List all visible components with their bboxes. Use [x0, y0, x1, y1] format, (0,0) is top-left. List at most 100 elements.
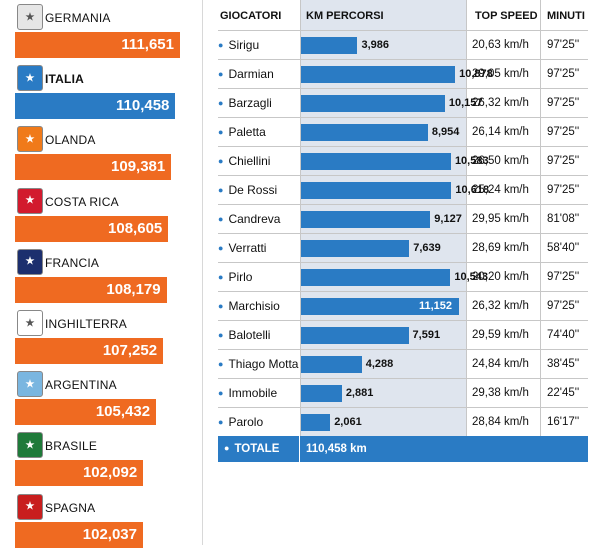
table-row: ● Darmian 10,878 29,05 km/h 97'25'': [218, 60, 588, 89]
table-row: ● Thiago Motta 4,288 24,84 km/h 38'45'': [218, 350, 588, 379]
top-speed-cell: 29,59 km/h: [472, 329, 529, 341]
minutes-cell: 97'25'': [547, 126, 580, 138]
header-minutes: MINUTI: [547, 10, 585, 22]
column-divider: [540, 0, 541, 436]
table-row: ● Marchisio 11,152 26,32 km/h 97'25'': [218, 292, 588, 321]
total-row: ● TOTALE 110,458 km: [218, 436, 588, 462]
player-name-text: Candreva: [228, 212, 281, 226]
km-bar: [301, 298, 459, 315]
km-value-label: 4,288: [365, 358, 394, 370]
team-entry: ★ OLANDA 109,381: [15, 124, 195, 182]
player-name-text: Balotelli: [228, 328, 271, 342]
top-speed-cell: 20,63 km/h: [472, 39, 529, 51]
row-divider: [218, 262, 588, 263]
row-divider: [218, 59, 588, 60]
top-speed-cell: 24,84 km/h: [472, 358, 529, 370]
bullet-icon: ●: [218, 330, 224, 340]
table-row: ● Barzagli 10,157 26,32 km/h 97'25'': [218, 89, 588, 118]
row-divider: [218, 204, 588, 205]
minutes-cell: 97'25'': [547, 155, 580, 167]
team-km-bar: 110,458: [15, 93, 176, 120]
team-name: FRANCIA: [45, 255, 100, 270]
km-value-label: 9,127: [434, 213, 462, 225]
km-value-label: 10,878: [459, 68, 493, 80]
team-name: OLANDA: [45, 133, 96, 148]
team-name: INGHILTERRA: [45, 317, 127, 331]
bullet-icon: ●: [218, 185, 224, 195]
minutes-cell: 97'25'': [547, 68, 580, 80]
km-value-label: 7,591: [412, 329, 441, 341]
table-row: ● Parolo 2,061 28,84 km/h 16'17'': [218, 408, 588, 437]
table-row: ● Pirlo 10,543 20,20 km/h 97'25'': [218, 263, 588, 292]
km-value-label: 11,152: [419, 300, 453, 312]
italy-crest-icon: ★: [17, 65, 43, 92]
row-divider: [218, 349, 588, 350]
table-row: ● Chiellini 10,583 26,50 km/h 97'25'': [218, 147, 588, 176]
top-speed-cell: 28,84 km/h: [472, 416, 529, 428]
km-bar: [301, 327, 409, 344]
team-km-bar: 109,381: [15, 154, 172, 181]
costa-rica-crest-icon: ★: [17, 187, 43, 214]
player-name: ● De Rossi: [218, 176, 277, 205]
player-name: ● Darmian: [218, 60, 274, 89]
player-name: ● Marchisio: [218, 292, 280, 321]
table-row: ● Sirigu 3,986 20,63 km/h 97'25'': [218, 31, 588, 60]
row-divider: [218, 88, 588, 89]
player-name-text: Chiellini: [228, 154, 271, 168]
bullet-icon: ●: [218, 243, 224, 253]
player-name: ● Parolo: [218, 408, 263, 437]
team-name: BRASILE: [45, 439, 98, 454]
top-speed-cell: 26,32 km/h: [472, 300, 529, 312]
player-name-text: Pirlo: [228, 270, 253, 284]
player-name: ● Sirigu: [218, 31, 259, 60]
player-name: ● Immobile: [218, 379, 277, 408]
player-name: ● Chiellini: [218, 147, 270, 176]
table-row: ● Verratti 7,639 28,69 km/h 58'40'': [218, 234, 588, 263]
argentina-crest-icon: ★: [17, 371, 43, 398]
player-name-text: De Rossi: [228, 183, 278, 197]
row-divider: [218, 378, 588, 379]
brazil-crest-icon: ★: [17, 432, 43, 459]
km-bar: [301, 385, 342, 402]
minutes-cell: 22'45'': [547, 387, 580, 399]
minutes-cell: 97'25'': [547, 97, 580, 109]
row-divider: [218, 30, 588, 31]
team-entry: ★ GERMANIA 111,651: [15, 2, 195, 60]
km-bar: [301, 414, 331, 431]
km-value-label: 8,954: [431, 126, 460, 138]
total-value: 110,458 km: [306, 443, 367, 455]
total-label: ● TOTALE: [224, 443, 280, 455]
team-km-bar: 108,605: [15, 215, 169, 242]
table-row: ● Candreva 9,127 29,95 km/h 81'08'': [218, 205, 588, 234]
bullet-icon: ●: [218, 156, 224, 166]
row-divider: [218, 233, 588, 234]
team-entry: ★ ITALIA 110,458: [15, 63, 195, 121]
km-value-label: 10,543: [454, 271, 489, 283]
player-name: ● Verratti: [218, 234, 266, 263]
team-km-bar: 105,432: [15, 399, 157, 426]
england-crest-icon: ★: [17, 310, 43, 336]
player-name: ● Paletta: [218, 118, 266, 147]
row-divider: [218, 175, 588, 176]
player-name-text: Verratti: [228, 241, 267, 255]
row-divider: [218, 320, 588, 321]
table-row: ● Balotelli 7,591 29,59 km/h 74'40'': [218, 321, 588, 350]
france-crest-icon: ★: [17, 248, 43, 275]
team-entry: ★ ARGENTINA 105,432: [15, 369, 195, 427]
team-entry: ★ BRASILE 102,092: [15, 430, 195, 488]
team-km-bar: 108,179: [15, 276, 167, 303]
team-entry: ★ INGHILTERRA 107,252: [15, 308, 195, 366]
km-value-label: 7,639: [413, 242, 441, 254]
km-bar: [301, 240, 410, 257]
team-name: COSTA RICA: [45, 194, 119, 209]
team-name: ARGENTINA: [45, 378, 117, 393]
bullet-icon: ●: [218, 214, 224, 224]
panel-divider: [202, 0, 203, 545]
header-km: KM PERCORSI: [306, 10, 384, 22]
km-bar: [301, 269, 451, 286]
row-divider: [218, 117, 588, 118]
top-speed-cell: 25,24 km/h: [472, 184, 529, 196]
player-name-text: Paletta: [228, 125, 266, 139]
minutes-cell: 97'25'': [547, 300, 580, 312]
row-divider: [218, 146, 588, 147]
